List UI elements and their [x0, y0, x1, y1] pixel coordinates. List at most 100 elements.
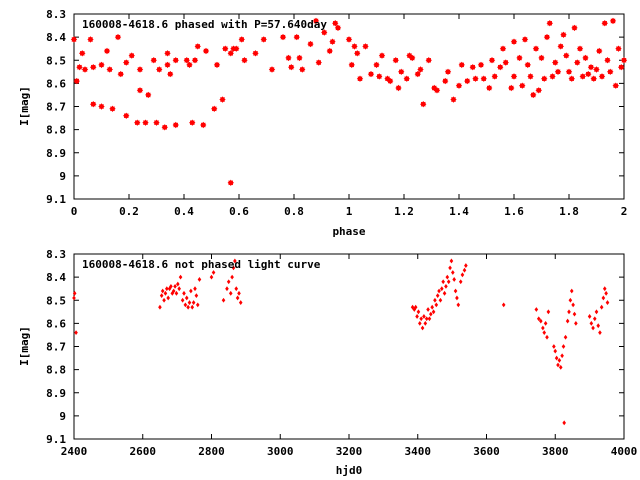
data-point	[158, 304, 162, 310]
data-point	[414, 70, 421, 78]
data-point	[458, 279, 463, 285]
data-point	[453, 288, 458, 294]
data-point	[332, 20, 339, 27]
data-point	[554, 68, 562, 75]
x-tick-label: 1.8	[559, 205, 579, 218]
data-point	[539, 318, 543, 324]
data-point	[497, 64, 504, 71]
tick-marks	[73, 253, 625, 440]
data-point	[171, 288, 176, 294]
x-tick-label: 3200	[336, 445, 363, 458]
data-point	[607, 68, 614, 75]
data-point	[90, 64, 97, 71]
y-tick-label: 8.8	[46, 124, 66, 137]
data-point	[186, 61, 193, 69]
data-point	[594, 309, 599, 315]
data-point	[351, 43, 358, 50]
data-point	[582, 54, 589, 62]
data-point	[173, 283, 177, 289]
data-point	[552, 344, 556, 349]
data-point	[109, 105, 116, 112]
y-tick-label: 9.1	[46, 193, 66, 206]
data-point	[543, 320, 548, 326]
data-point	[425, 57, 432, 64]
data-point	[464, 77, 471, 85]
y-axis-label: I[mag]	[18, 86, 31, 126]
data-point	[387, 77, 394, 85]
data-point	[618, 64, 625, 71]
data-point	[412, 307, 417, 312]
data-point	[159, 293, 164, 299]
data-point	[571, 24, 578, 32]
x-tick-label: 1	[346, 205, 353, 218]
data-point	[142, 119, 149, 126]
data-point	[589, 320, 594, 326]
data-point	[452, 277, 456, 282]
data-point	[183, 302, 188, 308]
data-point	[472, 75, 479, 82]
data-point	[455, 82, 463, 89]
tick-labels: 2400 2600 2800 3000 3200 3400 3600 3800 4000 8.3 8…	[46, 248, 637, 458]
data-point	[444, 283, 448, 289]
data-point	[164, 61, 171, 69]
data-point	[420, 325, 425, 331]
data-point	[103, 47, 111, 55]
data-point	[420, 101, 427, 108]
data-point	[524, 61, 531, 69]
data-point	[418, 320, 422, 326]
data-point	[501, 302, 506, 308]
data-point	[194, 43, 201, 50]
data-point	[541, 75, 548, 82]
data-point	[191, 57, 199, 64]
data-point	[354, 50, 361, 57]
data-point	[174, 290, 179, 296]
data-point	[620, 57, 628, 64]
data-point	[172, 121, 179, 129]
data-point	[172, 57, 179, 64]
data-point	[477, 61, 485, 69]
data-point	[315, 59, 322, 66]
data-point	[392, 57, 399, 64]
data-point	[79, 50, 86, 57]
data-point	[433, 87, 441, 94]
y-tick-label: 8.6	[46, 317, 66, 330]
data-point	[348, 61, 355, 69]
data-point	[128, 52, 135, 59]
data-point	[160, 288, 165, 294]
y-tick-label: 8.8	[46, 364, 66, 377]
data-point	[177, 286, 181, 292]
data-point	[601, 295, 606, 301]
data-point	[73, 77, 80, 85]
data-point	[587, 314, 592, 319]
data-point	[431, 309, 436, 315]
data-point	[403, 75, 410, 82]
data-point	[117, 70, 124, 78]
data-point	[156, 66, 163, 73]
data-point	[197, 277, 202, 282]
data-point	[585, 70, 592, 78]
data-point	[516, 54, 523, 62]
data-point	[519, 82, 526, 89]
data-point	[180, 297, 185, 303]
data-point	[376, 73, 383, 80]
data-point	[415, 314, 419, 319]
data-points	[72, 258, 610, 426]
data-point	[106, 66, 113, 73]
data-point	[598, 73, 606, 80]
x-tick-label: 0.6	[229, 205, 249, 218]
data-point	[165, 286, 169, 292]
data-point	[462, 267, 467, 273]
data-point	[321, 29, 328, 36]
data-point	[235, 295, 240, 301]
data-point	[598, 330, 602, 336]
data-point	[326, 47, 333, 55]
data-point	[449, 258, 454, 264]
x-tick-label: 2400	[61, 445, 88, 458]
data-point	[423, 320, 428, 326]
data-point	[546, 20, 553, 27]
data-point	[458, 61, 465, 69]
data-point	[450, 96, 457, 103]
data-point	[605, 300, 610, 305]
y-tick-label: 8.4	[46, 31, 66, 44]
